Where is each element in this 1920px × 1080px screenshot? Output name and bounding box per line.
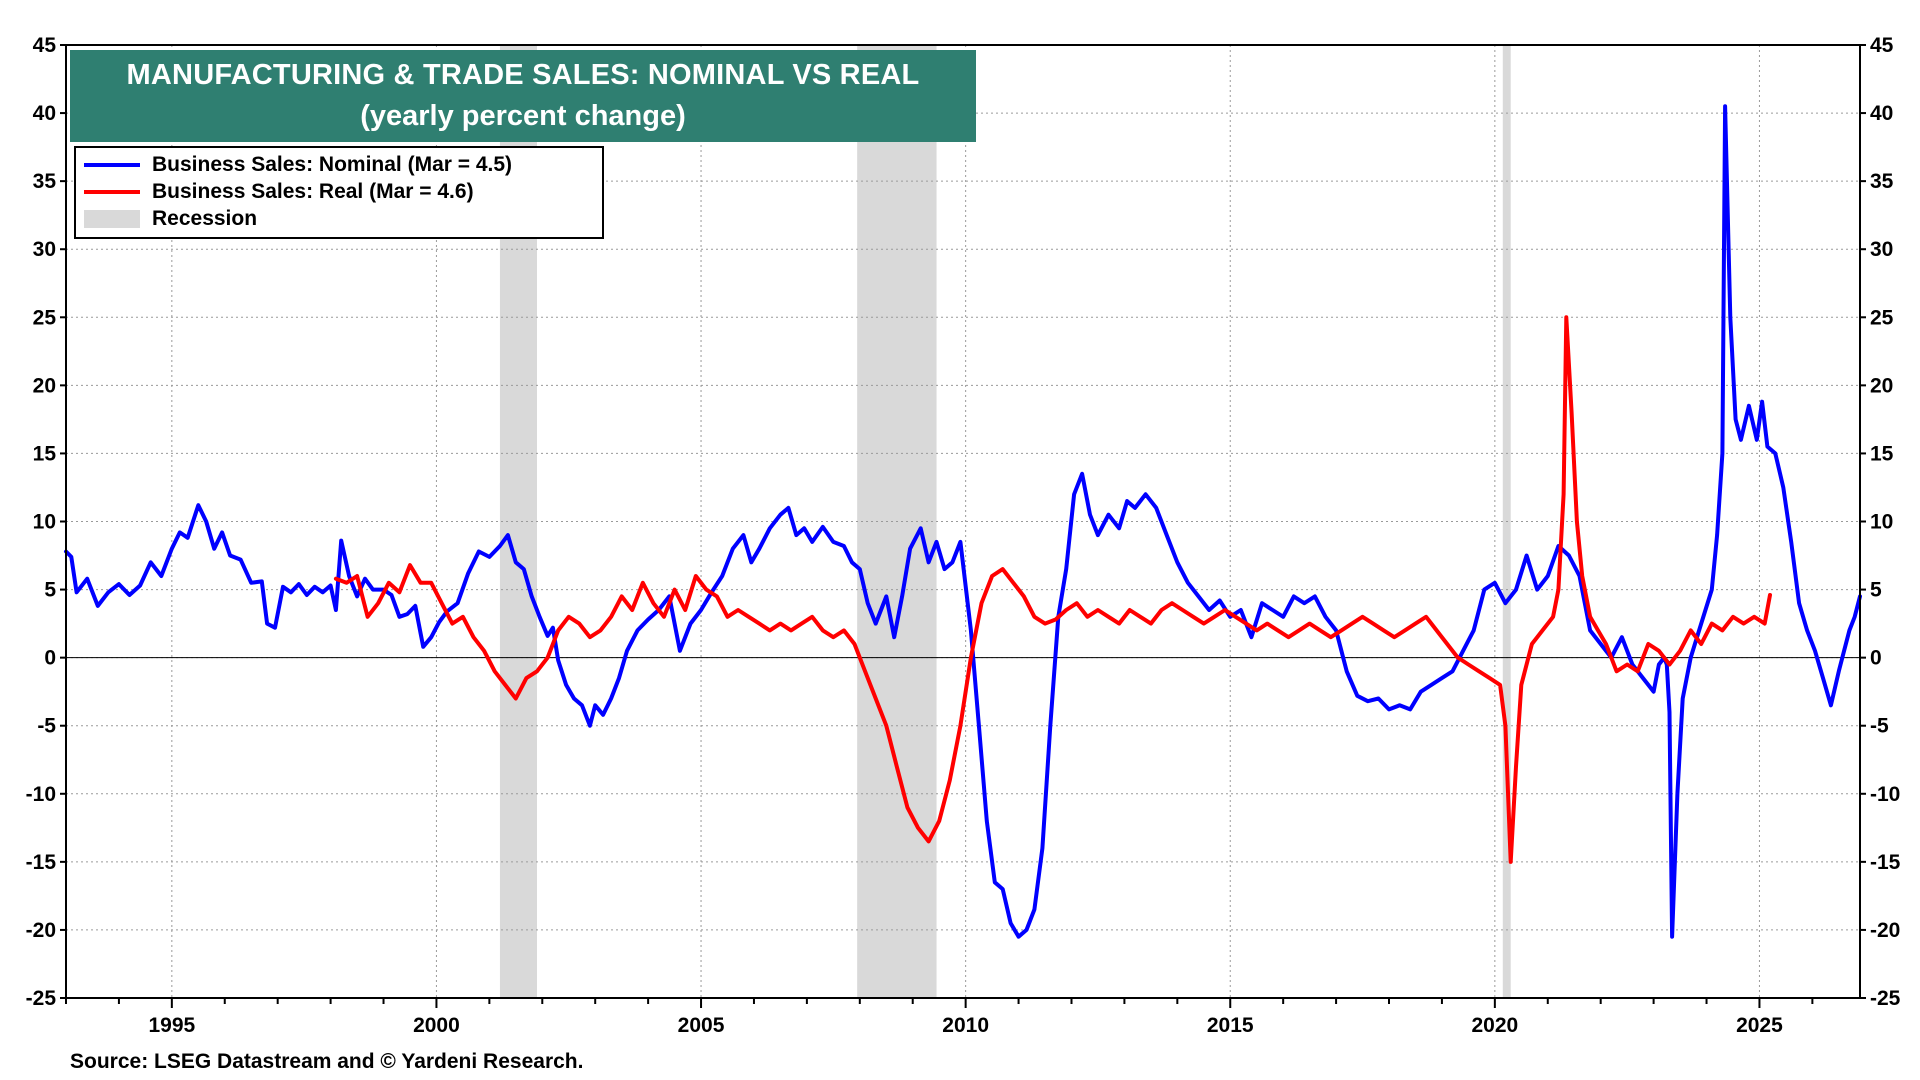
y-tick-label-left: -15: [26, 851, 57, 874]
y-tick-label-left: 40: [33, 102, 56, 125]
chart-title: MANUFACTURING & TRADE SALES: NOMINAL VS …: [126, 59, 920, 91]
y-tick-label-left: 15: [33, 442, 57, 465]
y-tick-label-right: 35: [1870, 170, 1894, 193]
x-tick-label: 2005: [678, 1014, 725, 1037]
legend-item-recession: Recession: [76, 206, 257, 232]
y-tick-label-left: 35: [33, 170, 57, 193]
y-tick-label-right: -10: [1870, 783, 1900, 806]
chart-title-box: MANUFACTURING & TRADE SALES: NOMINAL VS …: [70, 50, 976, 142]
x-tick-label: 2000: [413, 1014, 460, 1037]
x-tick-label: 2015: [1207, 1014, 1254, 1037]
source-note: Source: LSEG Datastream and © Yardeni Re…: [70, 1050, 584, 1073]
series-line-real: [333, 315, 1772, 864]
x-axis: 1995 2000 2005 2010 2015 2020 2025: [65, 998, 1814, 1037]
y-tick-label-right: 10: [1870, 511, 1893, 534]
y-tick-label-right: -5: [1870, 715, 1889, 738]
y-tick-label-right: 30: [1870, 238, 1893, 261]
y-tick-label-right: 20: [1870, 374, 1893, 397]
legend-label-recession: Recession: [152, 207, 258, 230]
series-lines: [64, 104, 1862, 939]
legend-swatch-real: [84, 190, 140, 194]
y-tick-label-left: -20: [26, 919, 56, 942]
y-tick-label-left: 5: [44, 579, 56, 602]
y-tick-label-right: 45: [1870, 34, 1894, 57]
x-tick-label: 2010: [942, 1014, 989, 1037]
y-axis-left: -25 -20 -15 -10 -5 0 5 10 15 20 25 30 35 40 45: [26, 34, 66, 1010]
y-tick-label-left: 45: [33, 34, 57, 57]
y-tick-label-right: -25: [1870, 987, 1901, 1010]
y-tick-label-left: 30: [33, 238, 56, 261]
legend-label-nominal: Business Sales: Nominal (Mar = 4.5): [152, 153, 513, 176]
y-tick-label-left: 20: [33, 374, 56, 397]
x-tick-label: 1995: [148, 1014, 195, 1037]
y-tick-label-right: 15: [1870, 442, 1894, 465]
y-tick-label-left: -5: [37, 715, 56, 738]
chart-subtitle: (yearly percent change): [360, 100, 686, 132]
y-tick-label-right: -20: [1870, 919, 1900, 942]
y-tick-label-left: -25: [26, 987, 57, 1010]
x-tick-label: 2025: [1736, 1014, 1783, 1037]
gridlines: [66, 45, 1860, 998]
legend-swatch-recession: [84, 210, 140, 228]
x-tick-label: 2020: [1471, 1014, 1518, 1037]
y-tick-label-right: 0: [1870, 647, 1882, 670]
y-tick-label-left: 0: [44, 647, 56, 670]
y-axis-right: -25 -20 -15 -10 -5 0 5 10 15 20 25 30 35 40 45: [1860, 34, 1901, 1010]
y-tick-label-left: 25: [33, 306, 57, 329]
legend: Business Sales: Nominal (Mar = 4.5) Busi…: [74, 146, 604, 239]
legend-label-real: Business Sales: Real (Mar = 4.6): [152, 180, 474, 203]
legend-swatch-nominal: [84, 163, 140, 167]
y-tick-label-right: -15: [1870, 851, 1901, 874]
y-tick-label-left: -10: [26, 783, 56, 806]
legend-item-nominal: Business Sales: Nominal (Mar = 4.5): [76, 152, 512, 178]
legend-item-real: Business Sales: Real (Mar = 4.6): [76, 179, 474, 205]
y-tick-label-right: 25: [1870, 306, 1894, 329]
y-tick-label-right: 40: [1870, 102, 1893, 125]
y-tick-label-right: 5: [1870, 579, 1882, 602]
y-tick-label-left: 10: [33, 511, 56, 534]
